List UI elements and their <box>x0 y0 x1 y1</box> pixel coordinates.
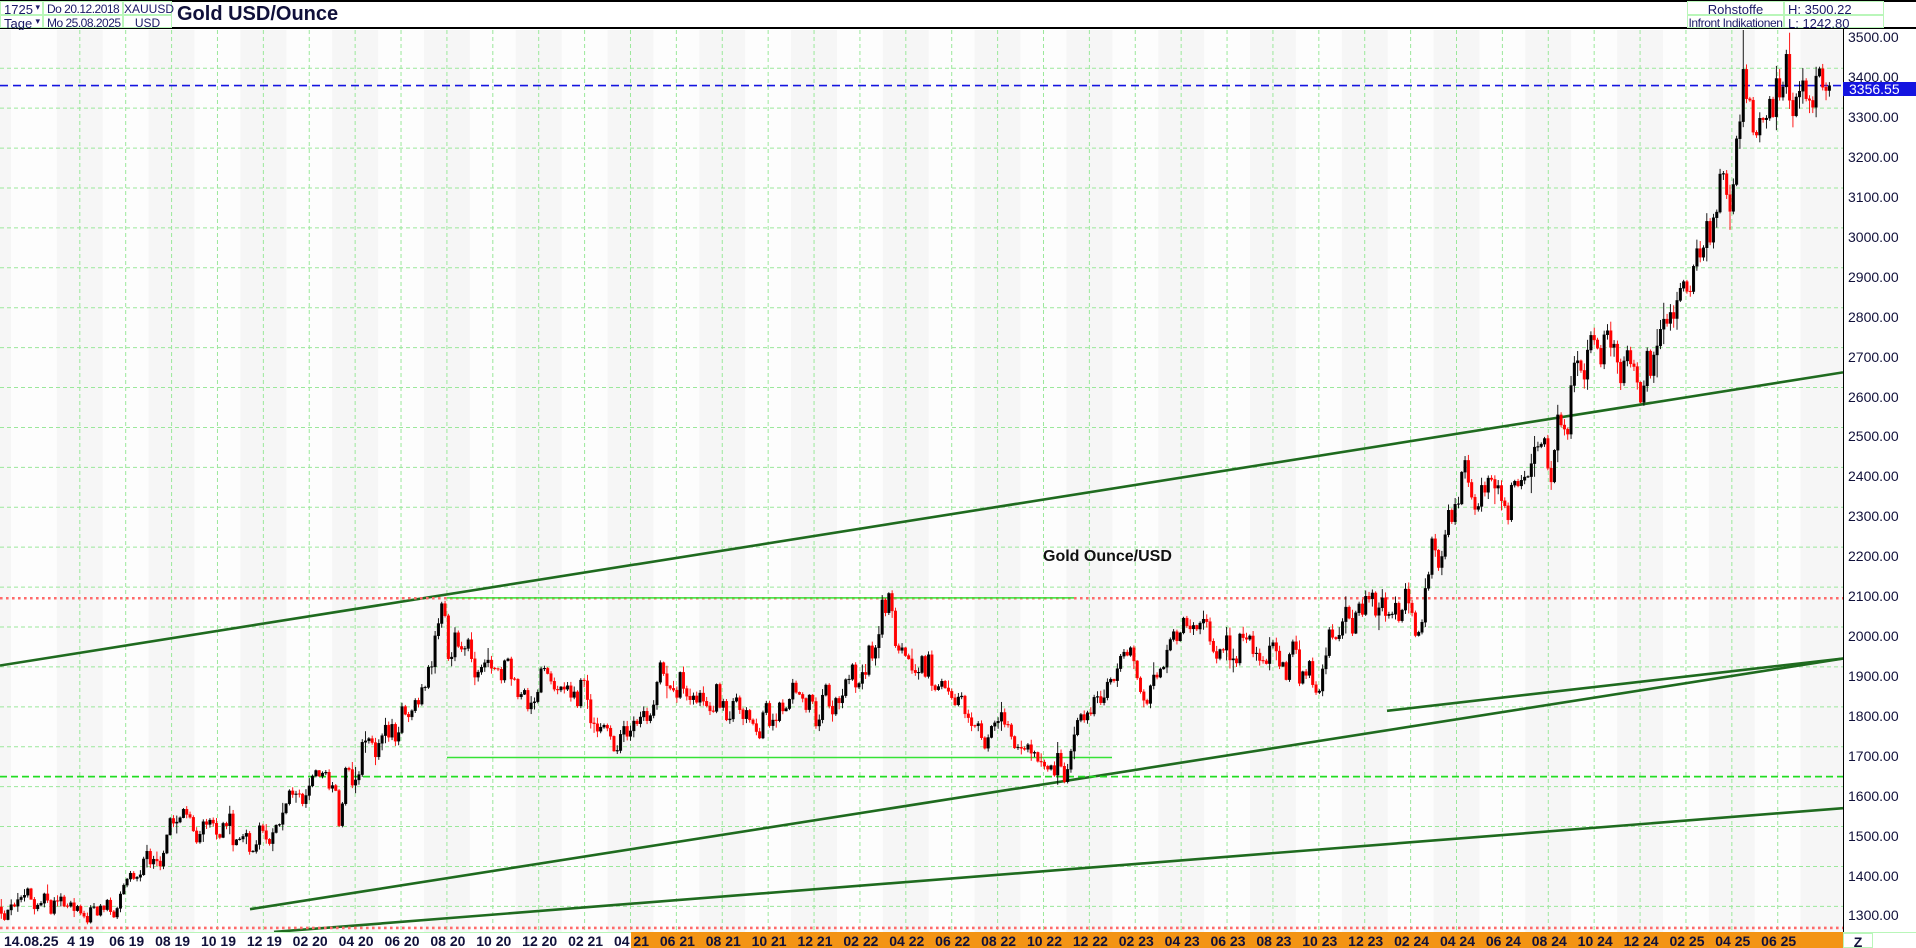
svg-text:Gold Ounce/USD: Gold Ounce/USD <box>1043 548 1172 565</box>
